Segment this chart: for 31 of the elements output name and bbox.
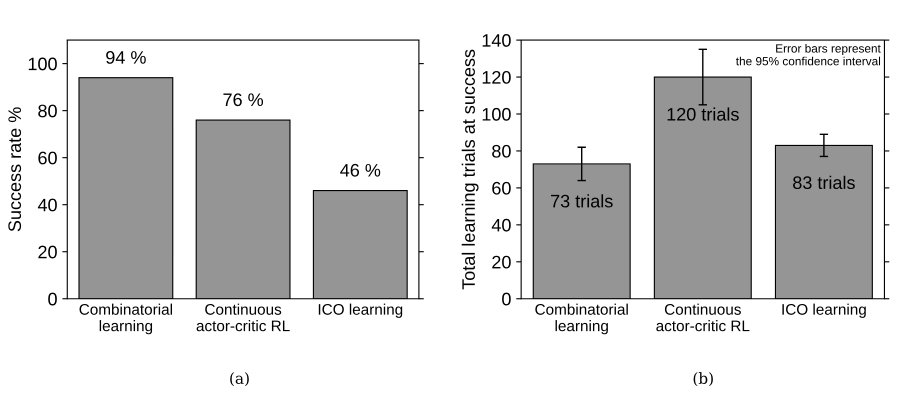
y-tick-label: 100 [482,108,511,121]
data-label: 46 % [340,164,380,177]
x-tick-label: ICO learning [782,304,866,318]
y-tick-label: 140 [482,34,511,47]
y-axis-title: Success rate % [8,107,22,232]
text: (a) [230,372,249,386]
x-tick-label: ICO learning [318,304,402,318]
y-tick-label: 0 [502,292,511,306]
y-tick-label: 20 [492,256,511,269]
text: (b) [694,372,713,386]
data-label: 73 trials [551,194,613,208]
y-tick-label: 60 [492,182,511,195]
y-tick-label: 40 [492,218,511,232]
y-tick-label: 100 [28,58,57,70]
data-label: 94 % [106,51,146,64]
y-axis-title: Total learning trials at success [462,50,479,290]
data-label: 83 trials [793,176,855,190]
y-tick-label: 80 [492,144,511,158]
x-tick-label: Continuous actor-critic RL [656,304,750,332]
y-tick-label: 80 [38,104,57,118]
annotation: Error bars represent the 95% confidence interval [736,44,881,66]
y-tick-label: 0 [48,292,57,306]
x-tick-label: Combinatorial learning [535,304,628,334]
y-tick-label: 20 [38,246,57,258]
data-label: 120 trials [668,107,739,121]
y-tick-label: 60 [38,152,57,164]
y-tick-label: 120 [482,70,511,84]
data-label: 76 % [223,93,264,106]
y-tick-label: 40 [38,198,57,212]
x-tick-label: Continuous actor-critic RL [196,304,290,332]
x-tick-label: Combinatorial learning [80,304,172,334]
